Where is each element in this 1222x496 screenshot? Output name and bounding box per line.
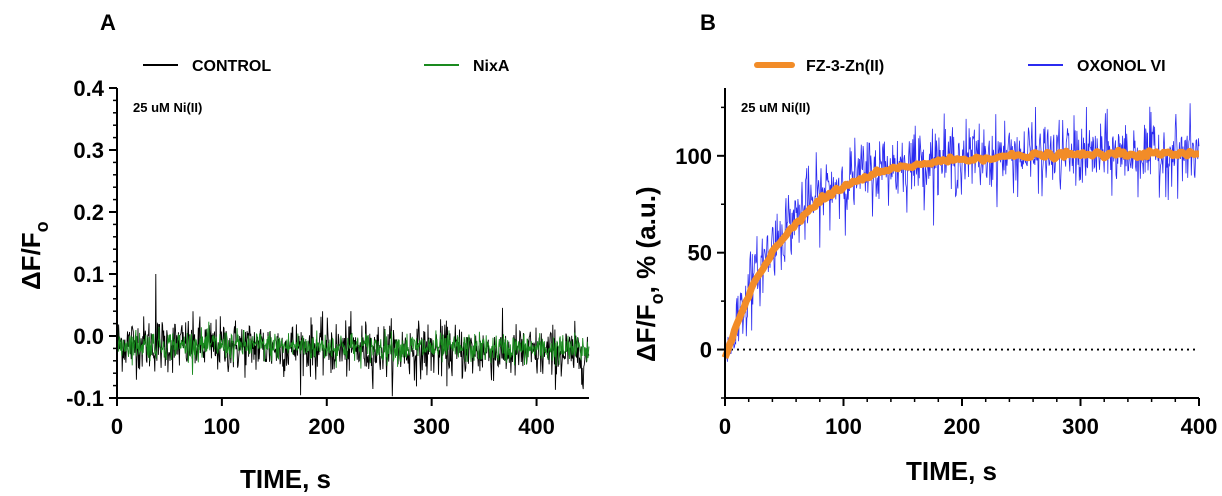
plot-area-a — [116, 273, 590, 397]
ticks-a: 0 100 200 300 400 -0.1 0.0 0.1 0.2 0.3 0.4 — [66, 76, 555, 439]
panel-b: B FZ-3-Zn(II) OXONOL VI 25 uM Ni(II) 0 10… — [631, 10, 1217, 486]
y-tick-label: 0.3 — [73, 138, 104, 163]
series-line-fz-3-zn — [721, 146, 1201, 359]
x-tick-label: 100 — [204, 414, 241, 439]
y-tick-label: 0.0 — [73, 324, 104, 349]
ticks-b: 0 100 200 300 400 0 50 100 — [675, 106, 1218, 439]
y-axis-title-b-sub: o — [647, 293, 667, 304]
y-axis-title-b-main: ΔF/F — [631, 304, 661, 362]
legend-oxonol-label: OXONOL VI — [1077, 58, 1166, 75]
x-tick-label: 0 — [719, 414, 731, 439]
series-line-oxonol-vi — [724, 103, 1200, 362]
x-tick-label: 200 — [944, 414, 981, 439]
legend-control-label: CONTROL — [192, 58, 271, 75]
y-axis-title-b: ΔF/Fo, % (a.u.) — [631, 186, 667, 362]
y-tick-label: -0.1 — [66, 386, 104, 411]
panel-b-annotation: 25 uM Ni(II) — [741, 100, 810, 115]
y-tick-label: 100 — [675, 144, 712, 169]
panel-a: A CONTROL NixA 25 uM Ni(II) 0 100 200 300 40… — [16, 10, 590, 494]
y-tick-label: 0 — [700, 338, 712, 363]
y-axis-title-a-main: ΔF/F — [16, 232, 46, 290]
series-line-nixa — [116, 321, 590, 375]
panel-b-letter: B — [700, 10, 716, 35]
x-tick-label: 400 — [1181, 414, 1218, 439]
legend-b: FZ-3-Zn(II) OXONOL VI — [754, 58, 1166, 75]
x-axis-title-a: TIME, s — [240, 464, 331, 494]
panel-a-annotation: 25 uM Ni(II) — [133, 100, 202, 115]
x-tick-label: 300 — [1062, 414, 1099, 439]
legend-fz3-label: FZ-3-Zn(II) — [806, 58, 884, 75]
x-tick-label: 200 — [308, 414, 345, 439]
legend-a: CONTROL NixA — [143, 58, 510, 75]
legend-nixa-label: NixA — [473, 58, 510, 75]
y-axis-title-b-rest: , % (a.u.) — [631, 186, 661, 293]
y-tick-label: 50 — [688, 241, 712, 266]
y-axis-title-a-sub: o — [32, 221, 52, 232]
x-tick-label: 100 — [825, 414, 862, 439]
panel-a-letter: A — [100, 10, 116, 35]
y-tick-label: 0.4 — [73, 76, 104, 101]
y-axis-title-a: ΔF/Fo — [16, 221, 52, 290]
y-tick-label: 0.2 — [73, 200, 104, 225]
x-tick-label: 300 — [413, 414, 450, 439]
x-tick-label: 0 — [111, 414, 123, 439]
plot-area-b — [721, 103, 1201, 362]
y-tick-label: 0.1 — [73, 262, 104, 287]
x-tick-label: 400 — [518, 414, 555, 439]
x-axis-title-b: TIME, s — [906, 456, 997, 486]
